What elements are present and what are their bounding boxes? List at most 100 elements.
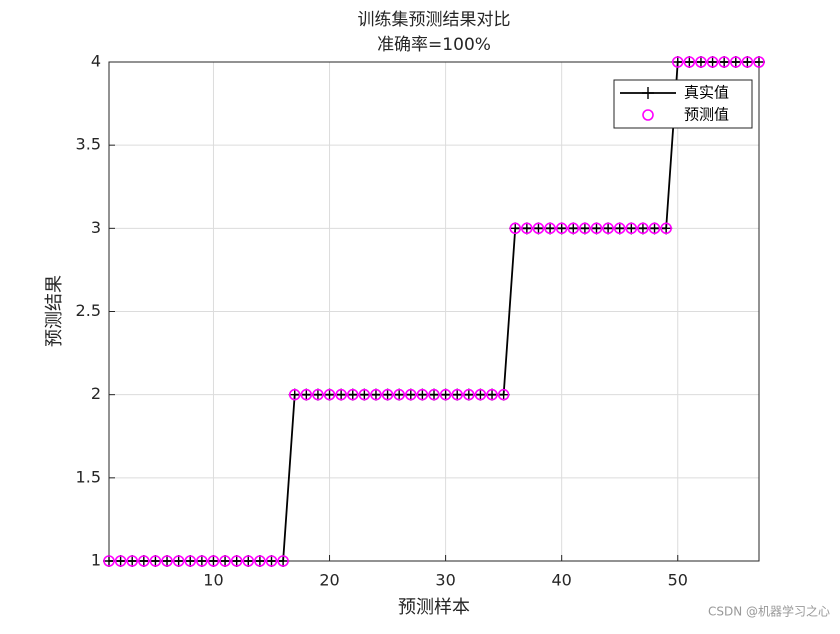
circle-marker — [683, 56, 696, 68]
plus-marker — [520, 222, 533, 235]
circle-marker — [532, 222, 545, 235]
circle-marker — [544, 222, 556, 235]
circle-marker — [138, 555, 150, 567]
circle-marker — [567, 222, 580, 235]
plus-marker — [393, 388, 406, 401]
circle-marker — [602, 222, 614, 235]
plus-marker — [126, 555, 139, 567]
plus-marker — [184, 555, 197, 567]
plus-marker — [230, 555, 243, 567]
legend-label: 真实值 — [684, 84, 729, 102]
plus-marker — [613, 222, 626, 235]
plus-marker — [428, 388, 440, 401]
circle-marker — [497, 388, 510, 401]
circle-marker — [335, 388, 347, 401]
legend-label: 预测值 — [684, 106, 729, 124]
plus-marker — [265, 555, 278, 567]
circle-marker — [695, 56, 707, 68]
plus-marker — [346, 388, 359, 401]
x-axis-label: 预测样本 — [398, 597, 470, 618]
plus-marker — [741, 56, 754, 68]
circle-marker — [149, 555, 162, 567]
circle-marker — [370, 388, 382, 401]
plus-marker — [532, 222, 545, 235]
plus-marker — [323, 388, 336, 401]
circle-marker — [126, 555, 139, 567]
plus-marker — [509, 222, 522, 235]
circle-marker — [428, 388, 440, 401]
circle-marker — [381, 388, 394, 401]
plus-marker — [590, 222, 603, 235]
x-tick-label: 50 — [668, 571, 688, 590]
y-tick-label: 3 — [91, 218, 101, 237]
x-tick-label: 20 — [319, 571, 339, 590]
plus-marker — [497, 388, 510, 401]
plus-marker — [404, 388, 417, 401]
plus-marker — [753, 56, 765, 68]
plus-marker — [625, 222, 638, 235]
circle-marker — [439, 388, 452, 401]
plus-marker — [172, 555, 185, 567]
y-tick-label: 1 — [91, 551, 101, 570]
y-tick-label: 1.5 — [76, 467, 101, 486]
axes-box — [108, 61, 760, 562]
plus-marker — [114, 555, 127, 567]
plus-marker — [207, 555, 220, 567]
circle-marker — [184, 555, 197, 567]
plus-marker — [555, 222, 568, 235]
plus-marker — [636, 222, 649, 235]
plus-marker — [706, 56, 719, 68]
circle-marker — [358, 388, 371, 401]
circle-marker — [741, 56, 754, 68]
plus-marker — [137, 555, 150, 567]
circle-marker — [312, 388, 324, 401]
plus-marker — [648, 222, 661, 235]
plus-marker — [288, 388, 301, 401]
plus-marker — [381, 388, 394, 401]
plus-marker — [161, 555, 174, 567]
circle-marker — [451, 388, 464, 401]
plus-marker — [671, 56, 684, 68]
plus-marker — [729, 56, 742, 68]
circle-marker — [590, 222, 603, 235]
plus-marker — [195, 555, 208, 567]
plus-marker — [300, 388, 313, 401]
circle-marker — [579, 222, 591, 235]
plus-marker — [358, 388, 371, 401]
circle-marker — [404, 388, 417, 401]
plus-marker — [103, 555, 115, 567]
y-axis-label: 预测结果 — [44, 275, 65, 347]
plus-marker — [416, 388, 429, 401]
plus-marker — [149, 555, 162, 567]
plus-marker — [683, 56, 696, 68]
y-tick-label: 2.5 — [76, 301, 101, 320]
circle-marker — [706, 56, 719, 68]
circle-marker — [172, 555, 185, 567]
chart-title: 训练集预测结果对比 — [358, 10, 511, 30]
circle-marker — [648, 222, 661, 235]
circle-marker — [346, 388, 359, 401]
plus-marker — [335, 388, 348, 401]
legend-marker — [642, 87, 654, 99]
y-tick-label: 4 — [91, 52, 101, 71]
y-tick-label: 3.5 — [76, 135, 101, 154]
circle-marker — [416, 388, 429, 401]
circle-marker — [463, 388, 475, 401]
circle-marker — [753, 56, 765, 68]
chart-subtitle: 准确率=100% — [377, 35, 491, 55]
plus-marker — [439, 388, 452, 401]
circle-marker — [555, 222, 568, 235]
x-tick-label: 10 — [203, 571, 223, 590]
circle-marker — [207, 555, 220, 567]
circle-marker — [323, 388, 336, 401]
legend-marker — [642, 109, 654, 121]
circle-marker — [474, 388, 487, 401]
x-tick-label: 40 — [551, 571, 571, 590]
circle-marker — [521, 222, 533, 235]
circle-marker — [671, 56, 684, 68]
circle-marker — [196, 555, 208, 567]
y-tick-label: 2 — [91, 384, 101, 403]
circle-marker — [230, 555, 243, 567]
plus-marker — [578, 222, 591, 235]
